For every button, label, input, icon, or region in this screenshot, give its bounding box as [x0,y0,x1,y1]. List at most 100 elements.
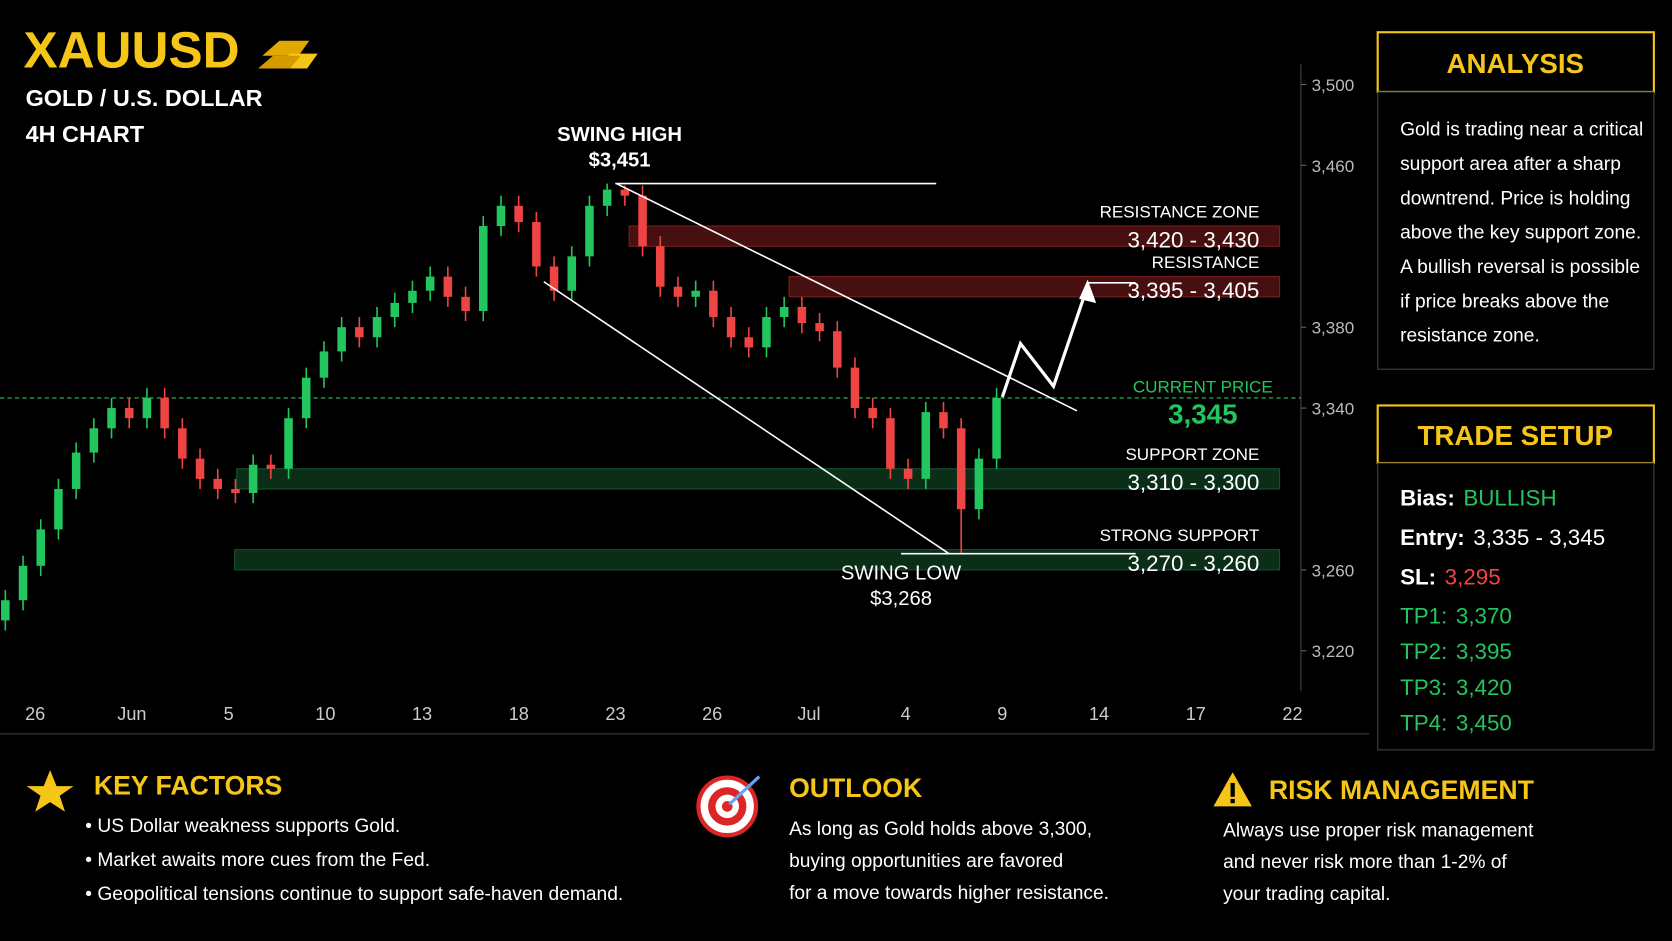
zone [628,225,1281,247]
setup-row: SL: 3,295 [1400,565,1501,590]
candle-body [71,452,81,489]
x-tick-label: 9 [997,704,1007,724]
x-tick-label: Jun [117,704,146,724]
risk-line: Always use proper risk management [1223,820,1534,841]
analysis-title: ANALYSIS [1446,48,1584,79]
candle-body [142,397,152,419]
candle-body [195,458,205,479]
key-factor: • US Dollar weakness supports Gold. [85,816,400,837]
candle-body [585,205,594,257]
setup-value: 3,335 - 3,345 [1473,525,1605,550]
candle-body [478,226,488,311]
candle-body [903,468,913,479]
candle-body [461,296,470,311]
candle-body [709,290,718,318]
current-price-name: CURRENT PRICE [1133,378,1273,397]
swing-low-name: SWING LOW [841,562,962,584]
setup-title: TRADE SETUP [1417,420,1613,451]
candle-body [921,412,931,479]
zone-name: STRONG SUPPORT [1100,526,1260,545]
analysis-line: A bullish reversal is possible [1400,257,1640,278]
candle-body [638,195,647,247]
x-tick-label: 17 [1186,704,1206,724]
arrow-head [1079,279,1097,304]
candle-body [779,306,789,318]
candle-body [726,317,736,338]
zone-label: 3,420 - 3,430 [1127,227,1259,252]
setup-row: TP3: 3,420 [1400,675,1512,700]
candle-body [301,377,311,419]
y-tick-label: 3,500 [1312,76,1355,95]
candle-body [744,337,754,348]
setup-value: 3,370 [1456,604,1512,629]
setup-row: TP2: 3,395 [1400,639,1512,664]
setup-label: Bias: [1400,486,1455,511]
setup-row: Bias: BULLISH [1400,486,1557,511]
candle-body [939,412,948,429]
candle-body [107,408,116,429]
candle-body [620,189,630,196]
setup-value: 3,395 [1456,639,1512,664]
x-tick-label: 23 [605,704,625,724]
candle-body [549,266,559,291]
key-factor: • Market awaits more cues from the Fed. [85,850,430,871]
zone-label: 3,270 - 3,260 [1127,551,1259,576]
candle-body [213,478,223,489]
zone-label: 3,395 - 3,405 [1127,278,1259,303]
candle-body [425,276,435,291]
setup-label: Entry: [1400,525,1465,550]
x-tick-label: 13 [412,704,432,724]
candles [1,183,1001,631]
y-tick-label: 3,340 [1312,399,1355,418]
x-tick-label: Jul [797,704,820,724]
analysis-line: above the key support zone. [1400,223,1641,244]
candle-body [797,306,807,324]
analysis-line: if price breaks above the [1400,291,1609,312]
setup-label: TP4: [1400,711,1447,736]
analysis-box [1377,91,1655,370]
setup-label: TP3: [1400,675,1447,700]
y-tick-label: 3,460 [1312,157,1355,176]
timeframe: 4H CHART [26,121,145,147]
candle-body [390,302,400,318]
candle-body [89,428,99,453]
candle-body [408,290,417,303]
current-price-label: 3,345 [1168,399,1237,430]
setup-row: TP4: 3,450 [1400,711,1512,736]
candle-body [160,397,169,429]
outlook-line: As long as Gold holds above 3,300, [789,819,1092,840]
zone [788,276,1281,298]
setup-label: SL: [1400,565,1436,590]
candle-body [691,290,700,297]
setup-label: TP1: [1400,604,1447,629]
analysis-line: support area after a sharp [1400,154,1621,175]
candle-body [496,205,506,227]
candle-body [231,488,240,494]
key-factors-title: KEY FACTORS [94,771,283,801]
candle-body [567,256,577,291]
candle-body [36,529,45,566]
zone-name: SUPPORT ZONE [1125,445,1259,464]
target-icon [696,775,761,838]
outlook-line: for a move towards higher resistance. [789,883,1109,904]
x-tick-label: 5 [224,704,234,724]
candle-body [762,317,771,348]
subtitle: GOLD / U.S. DOLLAR [26,85,263,111]
zone-name: RESISTANCE ZONE [1100,203,1260,222]
analysis-line: Gold is trading near a critical [1400,120,1643,141]
gold-bar-icon [258,40,318,69]
candle-body [656,246,665,287]
candle-body [443,276,453,297]
setup-box [1377,462,1655,751]
candle-body [992,397,1001,459]
candle-body [833,331,842,368]
outlook-line: buying opportunities are favored [789,851,1063,872]
zone-label: 3,310 - 3,300 [1127,470,1259,495]
setup-value: 3,420 [1456,675,1512,700]
zone [236,468,1281,490]
candle-body [532,221,541,267]
candle-body [602,189,612,206]
candle-body [1,600,10,621]
